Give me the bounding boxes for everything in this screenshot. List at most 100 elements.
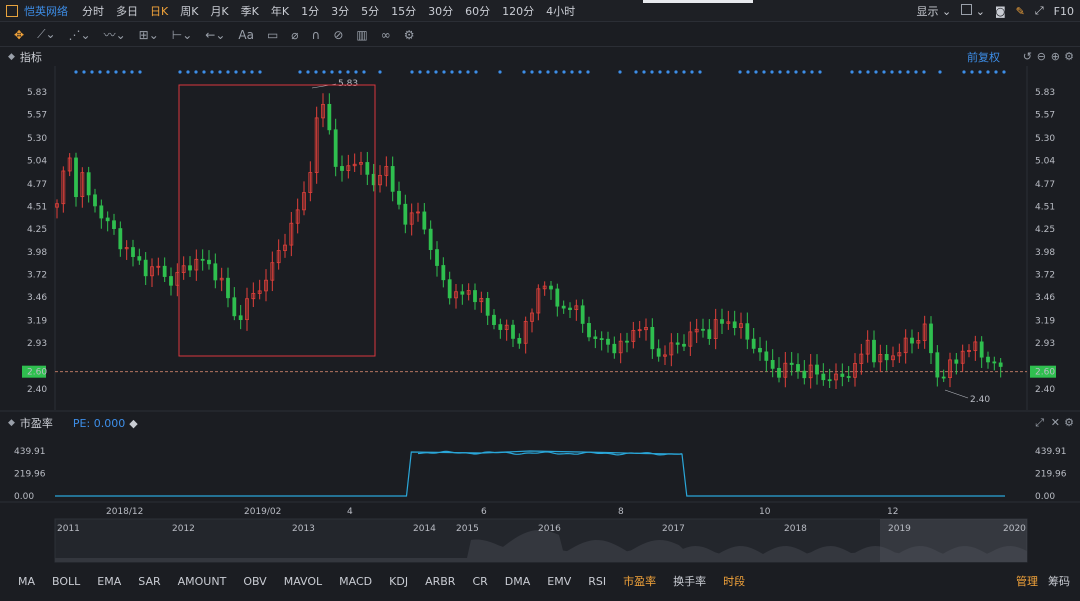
settings-icon[interactable]: ⚙: [1064, 50, 1074, 63]
chart-canvas[interactable]: 5.83 5.83 5.57 5.57 5.30 5.30 5.04 5.04 4.77 4.77…: [0, 0, 1080, 570]
text-tool-icon[interactable]: Aa: [238, 27, 254, 42]
stock-name[interactable]: 恺英网络: [24, 4, 68, 18]
candle-body: [327, 103, 332, 131]
signal-dot: [234, 70, 238, 74]
hide-icon[interactable]: ⊘: [333, 27, 344, 42]
candle-body: [485, 298, 490, 316]
period-tab[interactable]: 年K: [270, 4, 290, 18]
signal-dot: [1002, 70, 1006, 74]
indicator-tab[interactable]: 换手率: [673, 575, 707, 588]
period-tab[interactable]: 分时: [82, 4, 104, 18]
period-tab[interactable]: 周K: [180, 4, 199, 18]
candle-body: [644, 326, 648, 331]
pe-plateau: [417, 450, 683, 456]
period-tab[interactable]: 多日: [116, 4, 138, 18]
candle-body: [181, 265, 186, 273]
search-bar[interactable]: [643, 0, 753, 3]
candle-body: [758, 347, 762, 353]
comment-tool-icon[interactable]: ▭: [266, 27, 279, 42]
candle-body: [650, 326, 655, 350]
indicator-tab[interactable]: MACD: [339, 574, 373, 588]
period-tab[interactable]: 30分: [428, 4, 454, 18]
f10-button[interactable]: F10: [1053, 4, 1074, 18]
period-tab[interactable]: 3分: [331, 4, 350, 18]
period-tab[interactable]: 日K: [150, 4, 169, 18]
indicator-tab[interactable]: OBV: [243, 574, 267, 588]
candle-body: [821, 373, 826, 381]
candle-body: [884, 354, 889, 361]
link-icon[interactable]: ∞: [380, 27, 391, 42]
indicator-tab[interactable]: AMOUNT: [177, 574, 227, 588]
close-icon[interactable]: ✕: [1050, 416, 1060, 429]
zoom-in-icon[interactable]: ⊕: [1050, 50, 1060, 63]
candle-body: [257, 290, 262, 294]
indicator-tab[interactable]: 市盈率: [623, 575, 657, 588]
candle-body: [511, 324, 515, 339]
range-tool-icon[interactable]: ⊢⌄: [171, 27, 193, 42]
candle-body: [194, 258, 199, 271]
period-tab[interactable]: 4小时: [546, 4, 576, 18]
magnet-icon[interactable]: ∩: [311, 27, 321, 42]
indicator-tab[interactable]: RSI: [588, 574, 607, 588]
indicator-tab[interactable]: MAVOL: [283, 574, 323, 588]
y-tick-label-right: 5.30: [1035, 134, 1055, 144]
period-tab[interactable]: 月K: [210, 4, 229, 18]
signal-dot: [322, 70, 326, 74]
period-tab[interactable]: 季K: [240, 4, 259, 18]
indicator-tab[interactable]: 时段: [723, 575, 746, 588]
period-tab[interactable]: 120分: [502, 4, 535, 18]
indicator-tab[interactable]: MA: [18, 574, 36, 588]
expand-icon[interactable]: ⤢: [1035, 416, 1044, 429]
candle-body: [162, 265, 167, 277]
trash-icon[interactable]: ▥: [356, 27, 368, 42]
zoom-out-icon[interactable]: ⊖: [1036, 50, 1046, 63]
settings-icon[interactable]: ⚙: [403, 27, 415, 42]
reset-icon[interactable]: ↺: [1022, 50, 1032, 63]
indicator-tab[interactable]: CR: [472, 574, 488, 588]
signal-dot: [530, 70, 534, 74]
collapse-icon[interactable]: ◆: [8, 52, 15, 62]
eraser-icon[interactable]: ⌀: [291, 27, 299, 42]
y-tick-label-right: 5.04: [1035, 156, 1055, 166]
signal-dot: [898, 70, 902, 74]
period-tab[interactable]: 5分: [361, 4, 380, 18]
indicator-tab[interactable]: EMA: [97, 574, 122, 588]
collapse-icon[interactable]: ◆: [8, 418, 15, 428]
indicator-tab[interactable]: ARBR: [425, 574, 456, 588]
signal-dot: [194, 70, 198, 74]
candle-body: [80, 172, 85, 198]
indicator-tab[interactable]: KDJ: [389, 574, 409, 588]
channel-tool-icon[interactable]: ⋰⌄: [68, 27, 91, 42]
indicator-tab[interactable]: BOLL: [52, 574, 81, 588]
manage-button[interactable]: 管理: [1016, 575, 1038, 588]
fib-tool-icon[interactable]: ⊞⌄: [138, 27, 159, 42]
arrow-tool-icon[interactable]: ←⌄: [205, 27, 226, 42]
signal-dot: [122, 70, 126, 74]
pencil-icon[interactable]: ✎: [1015, 4, 1025, 18]
candle-body: [979, 341, 984, 358]
camera-icon[interactable]: ◙: [994, 4, 1006, 18]
signal-dot: [210, 70, 214, 74]
expand-icon[interactable]: ⤢: [1034, 4, 1044, 17]
y-tick-label-right: 5.83: [1035, 88, 1055, 98]
low-pointer: [944, 389, 969, 399]
stock-select-icon[interactable]: [6, 4, 18, 17]
move-icon[interactable]: ✥: [14, 27, 25, 42]
period-tab[interactable]: 60分: [465, 4, 491, 18]
candle-body: [631, 330, 636, 342]
indicator-tab[interactable]: SAR: [138, 574, 161, 588]
period-tab[interactable]: 15分: [391, 4, 417, 18]
indicator-tab[interactable]: DMA: [504, 574, 531, 588]
period-tab[interactable]: 1分: [301, 4, 320, 18]
checkbox-dropdown[interactable]: ⌄: [961, 4, 985, 18]
indicator-tab[interactable]: EMV: [547, 574, 572, 588]
display-dropdown[interactable]: 显示 ⌄: [916, 5, 952, 18]
chips-button[interactable]: 筹码: [1048, 575, 1070, 588]
signal-dot: [578, 70, 582, 74]
wave-tool-icon[interactable]: 〰⌄: [103, 28, 126, 42]
signal-dot: [354, 70, 358, 74]
line-tool-icon[interactable]: ⟋⌄: [37, 27, 56, 41]
adjust-dropdown[interactable]: 前复权: [967, 51, 1000, 64]
settings-icon[interactable]: ⚙: [1064, 416, 1074, 429]
signal-dot: [106, 70, 110, 74]
